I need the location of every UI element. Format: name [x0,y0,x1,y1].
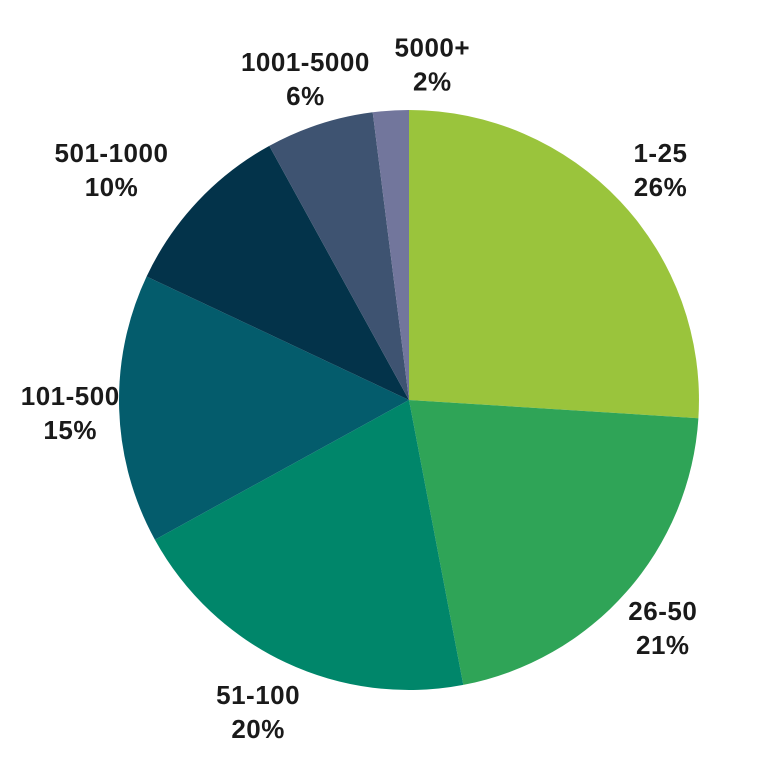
slice-label-5000+: 5000+ 2% [395,33,471,97]
slice-label-range: 101-500 [21,381,120,411]
slice-label-percent: 21% [636,630,690,660]
slice-label-percent: 2% [413,67,452,97]
slice-label-percent: 6% [286,81,325,111]
pie-slice-501-1000 [146,145,409,400]
pie-slice-5000+ [372,110,409,400]
slice-label-percent: 20% [231,714,285,744]
slice-label-101-500: 101-500 15% [21,381,120,445]
slice-label-range: 1001-5000 [241,47,370,77]
slice-label-501-1000: 501-1000 10% [55,138,169,202]
slice-label-percent: 10% [85,172,139,202]
pie-slice-51-100 [154,400,464,691]
slice-label-1001-5000: 1001-5000 6% [241,47,370,111]
slice-label-range: 5000+ [395,33,471,63]
pie-slice-101-500 [119,276,409,540]
pie-slice-26-50 [409,400,699,685]
slice-label-range: 51-100 [216,680,300,710]
slice-label-1-25: 1-25 26% [633,138,687,202]
slice-label-26-50: 26-50 21% [628,596,697,660]
slice-label-range: 26-50 [628,596,697,626]
pie-slice-1-25 [409,110,699,419]
slice-label-51-100: 51-100 20% [216,680,300,744]
slice-label-percent: 26% [634,172,688,202]
slice-label-percent: 15% [43,415,97,445]
slice-label-range: 501-1000 [55,138,169,168]
slice-label-range: 1-25 [633,138,687,168]
pie-slice-1001-5000 [269,112,409,401]
